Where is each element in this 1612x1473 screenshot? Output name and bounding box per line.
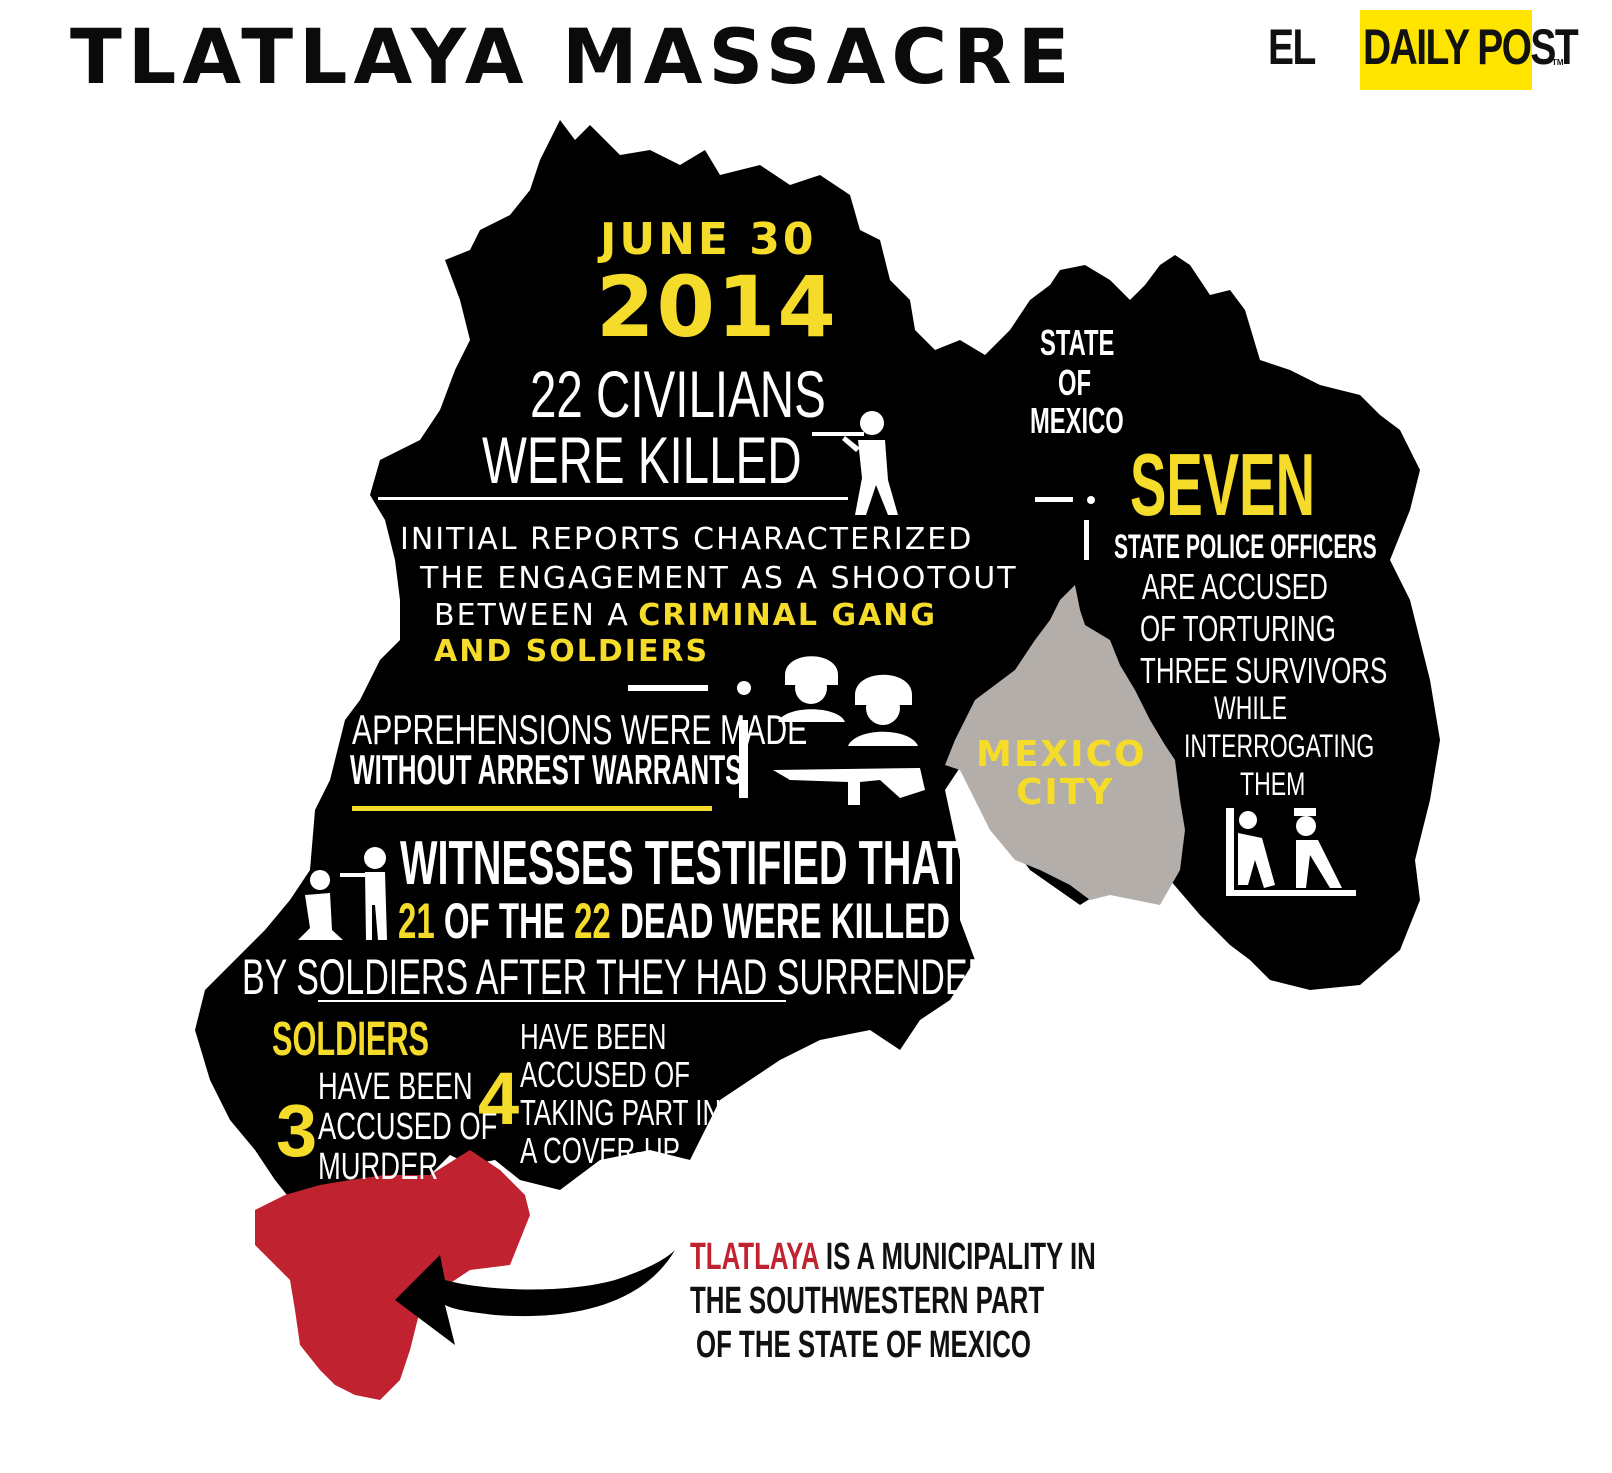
police-count: SEVEN <box>1130 435 1315 534</box>
state-label-line1: STATE <box>1040 322 1115 363</box>
rifleman-icon <box>812 411 898 515</box>
coverup-count: 4 <box>478 1057 520 1140</box>
page-title: TLATLAYA MASSACRE <box>70 12 1076 101</box>
reports-line2: THE ENGAGEMENT AS A SHOOTOUT <box>420 561 1018 596</box>
police-torture-icon <box>1226 808 1356 896</box>
mexico-city-line1: MEXICO <box>976 734 1147 775</box>
civilians-line1: 22 CIVILIANS <box>530 357 826 431</box>
divider-apprehensions <box>628 685 708 691</box>
coverup-line1: HAVE BEEN <box>520 1016 667 1057</box>
mexico-city-line2: CITY <box>1016 772 1115 813</box>
police-line2: OF TORTURING <box>1140 608 1336 649</box>
police-subtitle: STATE POLICE OFFICERS <box>1114 528 1377 566</box>
apprehensions-line2: WITHOUT ARREST WARRANTS <box>350 746 743 793</box>
police-line3: THREE SURVIVORS <box>1140 650 1388 691</box>
police-line4: WHILE <box>1214 690 1287 726</box>
coverup-line2: ACCUSED OF <box>520 1054 690 1095</box>
logo-highlight-box <box>1360 10 1532 90</box>
soldiers-label: SOLDIERS <box>272 1013 430 1066</box>
date-year: 2014 <box>596 258 838 356</box>
logo-highlight-text: DAILY POST <box>1363 19 1579 75</box>
tlatlaya-note-line2: THE SOUTHWESTERN PART <box>690 1280 1045 1322</box>
murder-line2: ACCUSED OF <box>318 1106 498 1148</box>
reports-line3: BETWEEN A CRIMINAL GANG <box>434 598 938 633</box>
police-line6: THEM <box>1240 766 1306 802</box>
state-label-line2: OF <box>1058 362 1091 403</box>
murder-line3: MURDER <box>318 1146 439 1188</box>
tlatlaya-note-line3: OF THE STATE OF MEXICO <box>696 1324 1031 1366</box>
civilians-line2: WERE KILLED <box>482 423 802 497</box>
divider-apprehensions-bar <box>739 720 748 798</box>
divider-state-dash <box>1035 497 1073 502</box>
tlatlaya-shape <box>255 1150 530 1400</box>
murder-count: 3 <box>276 1089 318 1172</box>
state-label-line3: MEXICO <box>1030 400 1124 441</box>
tlatlaya-note-line1: TLATLAYA IS A MUNICIPALITY IN <box>690 1236 1096 1278</box>
el-daily-post-logo: EL DAILY POST TM <box>1268 10 1579 92</box>
soldier-helmet-icon <box>778 656 918 746</box>
divider-yellow <box>352 806 712 811</box>
witnesses-line3: BY SOLDIERS AFTER THEY HAD SURRENDERED <box>242 949 1040 1005</box>
divider-state-dot <box>1087 496 1095 504</box>
coverup-line4: A COVER-UP <box>520 1130 680 1171</box>
apprehensions-line1: APPREHENSIONS WERE MADE <box>352 706 808 753</box>
rifle-icon <box>773 768 925 805</box>
reports-line4: AND SOLDIERS <box>434 634 710 669</box>
witnesses-line2: 21 OF THE 22 DEAD WERE KILLED <box>398 893 950 949</box>
murder-line1: HAVE BEEN <box>318 1066 473 1108</box>
execution-icon <box>298 847 387 940</box>
divider-apprehensions-dot <box>737 681 751 695</box>
mexico-city-shape <box>945 585 1185 905</box>
divider-reports-bar <box>1084 520 1089 560</box>
police-line1: ARE ACCUSED <box>1142 566 1328 607</box>
divider-witnesses <box>318 1000 786 1002</box>
divider-civilians <box>378 497 848 500</box>
logo-trademark: TM <box>1552 58 1564 67</box>
coverup-line3: TAKING PART IN <box>520 1092 722 1133</box>
date-month-day: JUNE 30 <box>600 214 817 265</box>
reports-line1: INITIAL REPORTS CHARACTERIZED <box>400 522 974 557</box>
curved-arrow-icon <box>395 1250 675 1345</box>
logo-prefix: EL <box>1268 19 1316 75</box>
police-line5: INTERROGATING <box>1184 728 1375 764</box>
witnesses-line1: WITNESSES TESTIFIED THAT <box>400 829 962 898</box>
